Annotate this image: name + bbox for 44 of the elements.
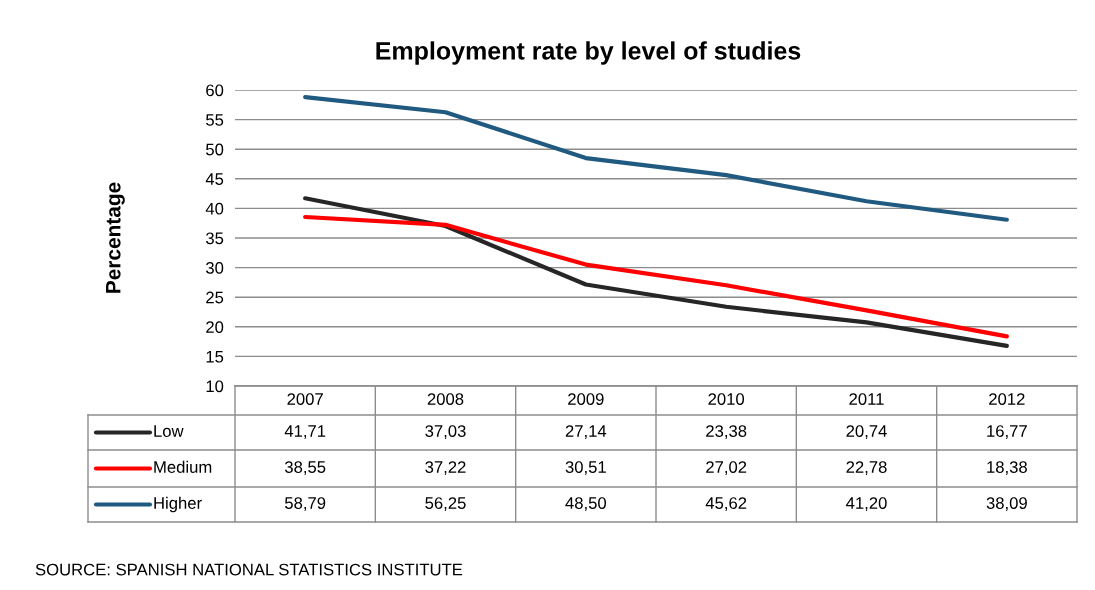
data-label: 37,03 — [425, 425, 466, 439]
y-tick-label: 45 — [205, 173, 224, 185]
y-tick-label: 60 — [206, 84, 224, 97]
data-label: 38,09 — [986, 497, 1027, 511]
data-label: 22,78 — [846, 461, 887, 475]
y-tick-label: 25 — [206, 291, 224, 304]
y-tick-label: 40 — [205, 202, 224, 215]
data-label: 30,51 — [565, 461, 606, 475]
data-label: 27,14 — [565, 425, 607, 439]
data-label: 41,20 — [846, 497, 887, 511]
y-tick-label: 20 — [206, 321, 224, 333]
data-label: 48,50 — [565, 497, 607, 511]
data-label: 41,71 — [284, 425, 326, 439]
data-label: 27,02 — [706, 461, 747, 475]
data-label: 37,22 — [425, 461, 466, 475]
data-label: 58,79 — [284, 497, 326, 511]
line-series — [303, 196, 1009, 349]
y-tick-label: 35 — [205, 232, 224, 245]
line-series — [303, 214, 1009, 339]
data-label: 56,25 — [425, 497, 466, 511]
line-series — [303, 95, 1009, 222]
data-label: 23,38 — [706, 425, 747, 439]
y-tick-label: 50 — [206, 143, 224, 156]
x-tick-label: 2011 — [849, 393, 884, 405]
y-axis-title: Percentage — [106, 182, 125, 293]
data-label: 16,77 — [987, 425, 1027, 439]
data-label: 18,38 — [987, 461, 1027, 475]
x-tick-label: 2007 — [287, 393, 323, 405]
legend-label: Low — [154, 425, 184, 437]
chart-title: Employment rate by level of studies — [376, 41, 801, 65]
y-tick-label: 55 — [206, 114, 224, 126]
y-tick-label: 15 — [206, 350, 224, 363]
data-label: 20,74 — [846, 425, 887, 439]
data-label: 38,55 — [284, 461, 326, 475]
legend-label: Medium — [154, 460, 212, 473]
y-tick-label: 10 — [206, 380, 224, 393]
x-tick-label: 2008 — [427, 393, 464, 405]
legend-label: Higher — [154, 496, 202, 513]
y-tick-label: 30 — [205, 262, 224, 274]
source-note: SOURCE: SPANISH NATIONAL STATISTICS INSTITUTE — [35, 563, 463, 576]
x-tick-label: 2010 — [708, 393, 745, 405]
x-tick-label: 2009 — [568, 393, 604, 405]
data-label: 45,62 — [705, 497, 747, 511]
x-tick-label: 2012 — [989, 393, 1025, 405]
